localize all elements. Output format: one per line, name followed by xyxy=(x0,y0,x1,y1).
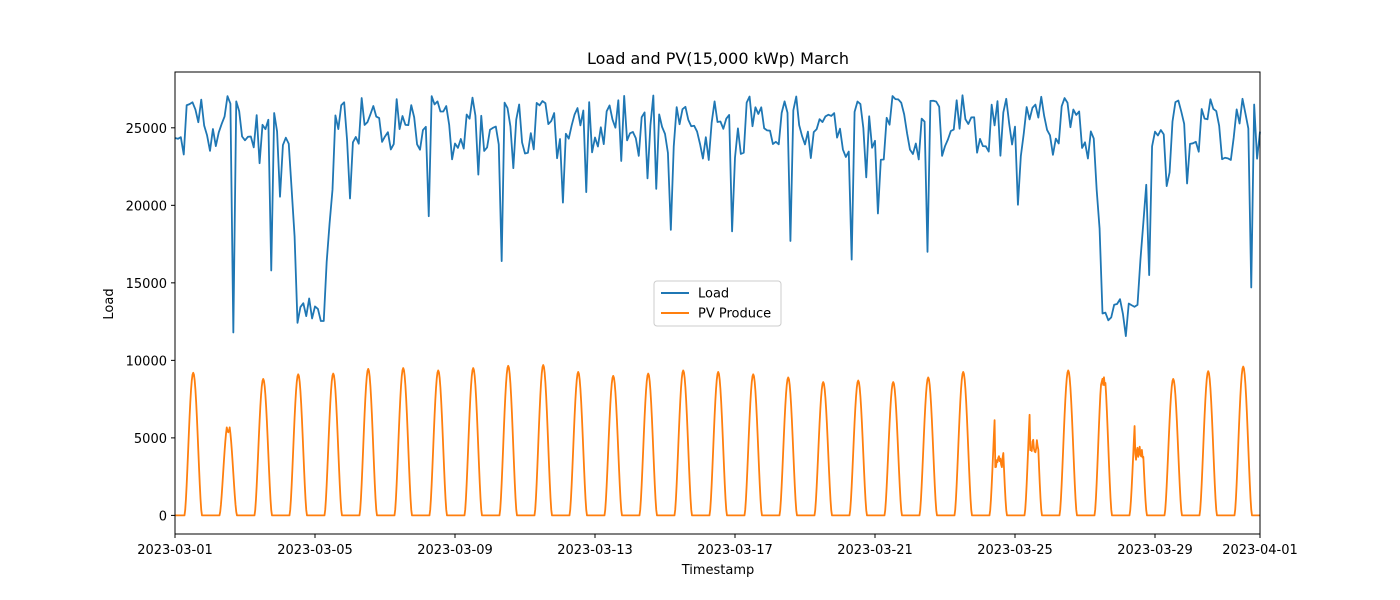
plot-area: 2023-03-01 2023-03-05 2023-03-09 2023-03-13… xyxy=(126,71,1298,558)
y-tick-label: 5000 xyxy=(134,432,167,447)
y-axis-label: Load xyxy=(102,288,117,319)
y-tick-label: 25000 xyxy=(126,122,167,137)
chart-title: Load and PV(15,000 kWp) March xyxy=(587,49,849,68)
x-tick-label: 2023-03-05 xyxy=(277,543,353,558)
x-tick-label: 2023-03-09 xyxy=(417,543,493,558)
series-line-pv-produce xyxy=(174,364,1261,517)
legend-label: Load xyxy=(698,287,729,302)
x-tick-label: 2023-03-01 xyxy=(137,543,213,558)
legend: Load PV Produce xyxy=(653,280,782,327)
y-tick-label: 0 xyxy=(159,509,167,524)
x-axis-label: Timestamp xyxy=(681,563,755,578)
series-line-load xyxy=(174,94,1261,337)
x-tick-label: 2023-03-29 xyxy=(1117,543,1193,558)
y-tick-label: 10000 xyxy=(126,354,167,369)
y-tick-label: 20000 xyxy=(126,199,167,214)
legend-label: PV Produce xyxy=(698,307,771,322)
x-tick-label: 2023-03-21 xyxy=(837,543,913,558)
x-tick-label: 2023-03-13 xyxy=(557,543,633,558)
x-tick-label: 2023-04-01 xyxy=(1222,543,1298,558)
y-tick-label: 15000 xyxy=(126,277,167,292)
axes-frame xyxy=(174,71,1261,535)
x-tick-label: 2023-03-17 xyxy=(697,543,773,558)
x-tick-label: 2023-03-25 xyxy=(977,543,1053,558)
